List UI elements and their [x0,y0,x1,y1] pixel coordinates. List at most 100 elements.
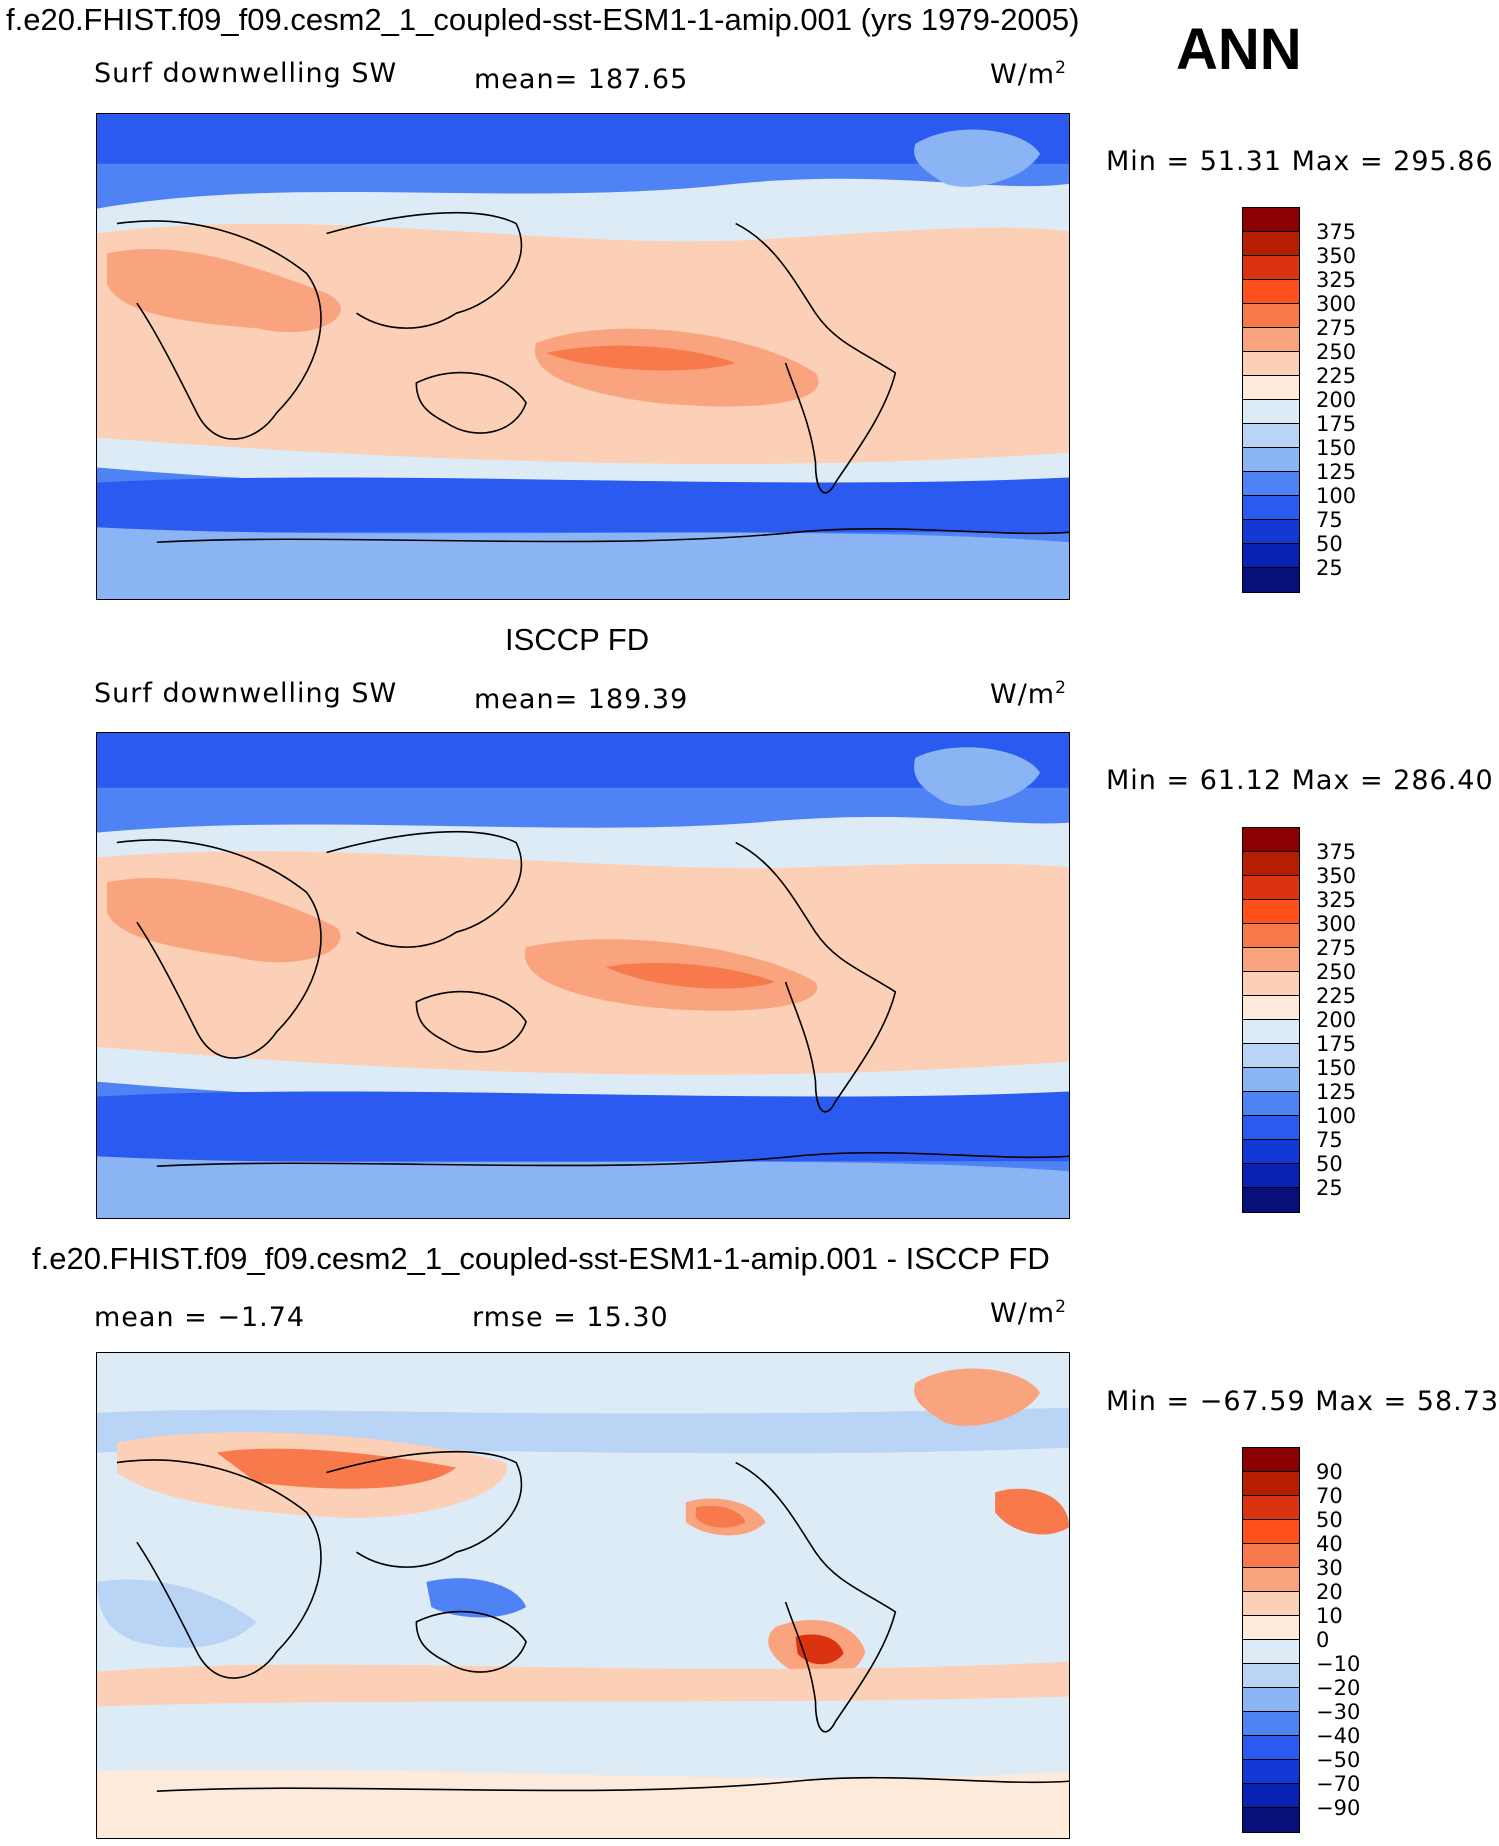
panel2-field [97,733,1069,1218]
map2-pacific-hot [605,963,776,989]
cbar1-tick-label: 325 [1316,268,1357,292]
cbar3-tick-label: −30 [1316,1700,1361,1724]
map2-greenland [914,747,1041,806]
map3-south-band [97,1661,1069,1707]
cbar2-tick-label: 25 [1316,1176,1343,1200]
cbar1-swatch [1243,232,1299,256]
panel2-units: W/m2 [990,678,1067,710]
cbar2-tick-label: 250 [1316,960,1357,984]
panel1-map [96,113,1070,600]
map3-eurasia-hot [216,1448,457,1489]
map1-southern-ocean [97,477,1069,533]
cbar2-swatch [1243,852,1299,876]
cbar1-tick-label: 100 [1316,484,1357,508]
cbar2-tick-label: 125 [1316,1080,1357,1104]
cbar2-swatch [1243,948,1299,972]
cbar1-tick-label: 75 [1316,508,1343,532]
cbar2-swatch [1243,972,1299,996]
cbar3-swatch [1243,1640,1299,1664]
panel1-minmax: Min = 51.31 Max = 295.86 [1106,146,1494,177]
cbar3-tick-label: 90 [1316,1460,1343,1484]
cbar2-tick-label: 50 [1316,1152,1343,1176]
cbar1-tick-label: 350 [1316,244,1357,268]
cbar3-swatch [1243,1448,1299,1472]
cbar2-swatch [1243,924,1299,948]
cbar3-tick-label: 0 [1316,1628,1330,1652]
season-label: ANN [1176,17,1302,82]
cbar1-tick-label: 375 [1316,220,1357,244]
cbar2-tick-label: 200 [1316,1008,1357,1032]
cbar2-tick-label: 275 [1316,936,1357,960]
cbar1-swatch [1243,256,1299,280]
panel3-field [97,1353,1069,1838]
cbar1-swatch [1243,400,1299,424]
panel1-colorbar [1242,207,1300,593]
cbar2-swatch [1243,996,1299,1020]
cbar1-tick-label: 225 [1316,364,1357,388]
cbar1-swatch [1243,544,1299,568]
cbar3-swatch [1243,1496,1299,1520]
cbar3-swatch [1243,1784,1299,1808]
cbar1-swatch [1243,424,1299,448]
cbar3-swatch [1243,1736,1299,1760]
panel1-variable: Surf downwelling SW [94,58,398,89]
cbar2-tick-label: 300 [1316,912,1357,936]
cbar3-swatch [1243,1472,1299,1496]
cbar3-tick-label: −50 [1316,1748,1361,1772]
cbar2-swatch [1243,1188,1299,1212]
cbar3-tick-label: 20 [1316,1580,1343,1604]
panel3-title: f.e20.FHIST.f09_f09.cesm2_1_coupled-sst-… [32,1241,1050,1276]
cbar2-tick-label: 350 [1316,864,1357,888]
cbar2-swatch [1243,828,1299,852]
cbar2-tick-label: 150 [1316,1056,1357,1080]
panel1-field [97,114,1069,599]
cbar2-swatch [1243,1020,1299,1044]
map1-africa-warm [106,248,341,333]
cbar3-tick-label: 30 [1316,1556,1343,1580]
map3-greenland [914,1368,1041,1426]
cbar1-tick-label: 25 [1316,556,1343,580]
cbar2-swatch [1243,1140,1299,1164]
cbar2-swatch [1243,1068,1299,1092]
cbar1-tick-label: 150 [1316,436,1357,460]
cbar3-tick-label: −70 [1316,1772,1361,1796]
panel1-mean: mean= 187.65 [474,64,689,95]
map2-antarctica [97,1156,1069,1218]
cbar1-tick-label: 250 [1316,340,1357,364]
panel2-title: ISCCP FD [505,622,650,657]
cbar3-swatch [1243,1520,1299,1544]
map3-npac-hot [695,1505,746,1528]
cbar1-tick-label: 275 [1316,316,1357,340]
panel1-units: W/m2 [990,58,1067,90]
panel3-colorbar [1242,1447,1300,1833]
cbar1-tick-label: 175 [1316,412,1357,436]
cbar2-tick-label: 100 [1316,1104,1357,1128]
panel2-colorbar [1242,827,1300,1213]
panel1-title: f.e20.FHIST.f09_f09.cesm2_1_coupled-sst-… [6,2,1080,37]
cbar1-swatch [1243,328,1299,352]
cbar2-tick-label: 225 [1316,984,1357,1008]
cbar1-swatch [1243,280,1299,304]
cbar1-swatch [1243,208,1299,232]
map1-antarctica [97,527,1069,599]
cbar3-tick-label: 40 [1316,1532,1343,1556]
cbar3-swatch [1243,1616,1299,1640]
cbar1-tick-label: 125 [1316,460,1357,484]
cbar3-tick-label: −90 [1316,1796,1361,1820]
cbar1-swatch [1243,376,1299,400]
cbar3-swatch [1243,1688,1299,1712]
cbar1-swatch [1243,352,1299,376]
map3-coastlines [116,1450,1069,1792]
cbar3-swatch [1243,1760,1299,1784]
panel3-map [96,1352,1070,1839]
map2-coastlines [116,830,1069,1168]
cbar1-tick-label: 300 [1316,292,1357,316]
panel2-map [96,732,1070,1219]
map1-greenland [914,129,1041,187]
panel2-minmax: Min = 61.12 Max = 286.40 [1106,765,1494,796]
map1-pacific-hot [546,345,736,371]
map2-africa-warm [106,877,341,963]
map1-arctic-band [97,114,1069,164]
cbar2-swatch [1243,1044,1299,1068]
cbar2-swatch [1243,876,1299,900]
